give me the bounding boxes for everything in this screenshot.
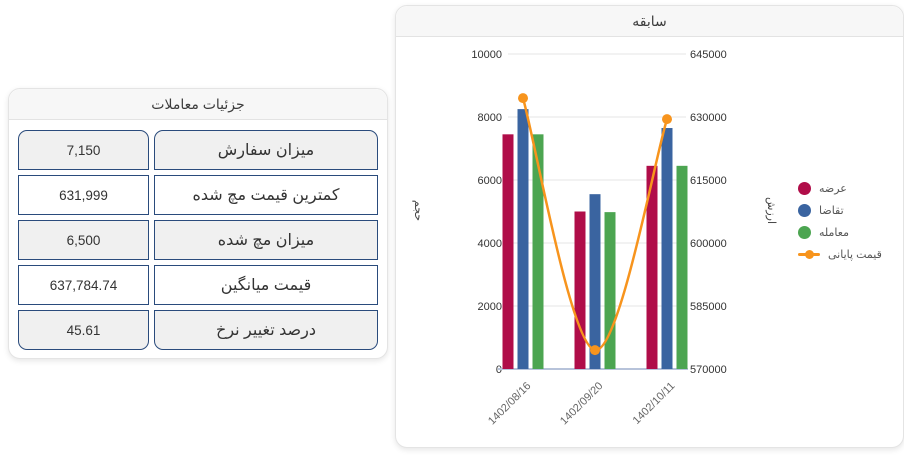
history-chart-card: سابقه 0570000200058500040006000006000615…: [395, 5, 904, 448]
svg-text:630000: 630000: [690, 112, 727, 124]
trade-marker-icon: [798, 226, 811, 239]
table-row: 631,999 کمترین قیمت مچ شده: [18, 175, 378, 215]
left-axis-title: حجم: [412, 199, 425, 222]
chart-legend: عرضه تقاضا معامله قیمت پایانی: [798, 182, 882, 261]
svg-text:10000: 10000: [471, 49, 502, 61]
order-amount-label: میزان سفارش: [154, 130, 378, 170]
history-chart-canvas: 0570000200058500040006000006000615000800…: [471, 49, 727, 376]
supply-marker-icon: [798, 182, 811, 195]
svg-text:570000: 570000: [690, 364, 727, 376]
svg-text:615000: 615000: [690, 175, 727, 187]
legend-item-demand[interactable]: تقاضا: [798, 204, 882, 217]
legend-item-supply[interactable]: عرضه: [798, 182, 882, 195]
svg-text:2000: 2000: [478, 301, 502, 313]
rate-change-percent-value: 45.61: [18, 310, 149, 350]
table-row: 7,150 میزان سفارش: [18, 130, 378, 170]
history-header: سابقه: [396, 6, 903, 37]
closing-price-marker-icon: [798, 248, 820, 261]
svg-text:600000: 600000: [690, 238, 727, 250]
legend-label: قیمت پایانی: [828, 249, 882, 261]
trade-details-table: 7,150 میزان سفارش 631,999 کمترین قیمت مچ…: [9, 120, 387, 358]
lowest-matched-price-value: 631,999: [18, 175, 149, 215]
legend-label: تقاضا: [819, 205, 844, 217]
trade-details-title: جزئیات معاملات: [151, 95, 245, 112]
legend-label: عرضه: [819, 183, 847, 195]
legend-item-trade[interactable]: معامله: [798, 226, 882, 239]
demand-marker-icon: [798, 204, 811, 217]
matched-amount-label: میزان مچ شده: [154, 220, 378, 260]
order-amount-value: 7,150: [18, 130, 149, 170]
trade-details-header: جزئیات معاملات: [9, 89, 387, 120]
trade-details-card: جزئیات معاملات 7,150 میزان سفارش 631,999…: [8, 88, 388, 359]
average-price-label: قیمت میانگین: [154, 265, 378, 305]
table-row: 6,500 میزان مچ شده: [18, 220, 378, 260]
legend-label: معامله: [819, 227, 849, 239]
matched-amount-value: 6,500: [18, 220, 149, 260]
svg-text:4000: 4000: [478, 238, 502, 250]
table-row: 637,784.74 قیمت میانگین: [18, 265, 378, 305]
svg-text:645000: 645000: [690, 49, 727, 61]
legend-item-closing-price[interactable]: قیمت پایانی: [798, 248, 882, 261]
rate-change-percent-label: درصد تغییر نرخ: [154, 310, 378, 350]
history-title: سابقه: [632, 12, 667, 29]
chart-area: 0570000200058500040006000006000615000800…: [396, 6, 903, 447]
lowest-matched-price-label: کمترین قیمت مچ شده: [154, 175, 378, 215]
svg-text:6000: 6000: [478, 175, 502, 187]
average-price-value: 637,784.74: [18, 265, 149, 305]
svg-text:585000: 585000: [690, 301, 727, 313]
svg-text:8000: 8000: [478, 112, 502, 124]
right-axis-title: ارزش: [765, 196, 778, 225]
table-row: 45.61 درصد تغییر نرخ: [18, 310, 378, 350]
